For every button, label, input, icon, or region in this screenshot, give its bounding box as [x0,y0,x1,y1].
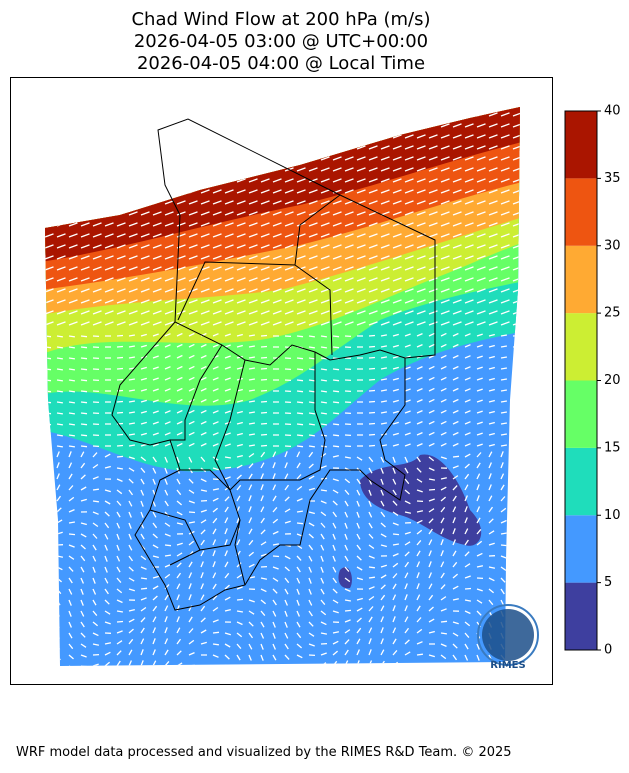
logo-emblem [482,609,534,661]
colorbar-segment [565,111,597,179]
title-line: 2026-04-05 04:00 @ Local Time [137,53,425,74]
colorbar-segment [565,380,597,448]
colorbar: 0 5 10 15 20 25 30 35 40 [564,104,621,658]
colorbar-tick-label: 30 [604,238,621,253]
colorbar-tick-label: 40 [604,104,621,119]
colorbar-tick-label: 15 [604,440,621,455]
logo: RIMES [477,604,539,671]
country-borders [111,118,436,611]
colorbar-segment [565,582,597,650]
wind-arrows [45,107,520,666]
colorbar-tick-label: 20 [604,373,621,388]
colorbar-segment [565,178,597,246]
colorbar-segment [565,245,597,314]
colorbar-tick-label: 5 [604,575,612,590]
colorbar-segment [565,515,597,583]
title-line: 2026-04-05 03:00 @ UTC+00:00 [134,31,428,52]
title-line: Chad Wind Flow at 200 hPa (m/s) [131,9,430,30]
colorbar-segment [565,313,597,381]
footer: WRF model data processed and visualized … [16,745,512,760]
colorbar-tick-label: 35 [604,171,621,186]
colorbar-tick-label: 10 [604,508,621,523]
logo-text: RIMES [490,660,525,671]
colorbar-tick-label: 25 [604,306,621,321]
logo-ring [477,604,539,666]
colorbar-segment [565,447,597,516]
colorbar-tick-label: 0 [604,643,612,658]
